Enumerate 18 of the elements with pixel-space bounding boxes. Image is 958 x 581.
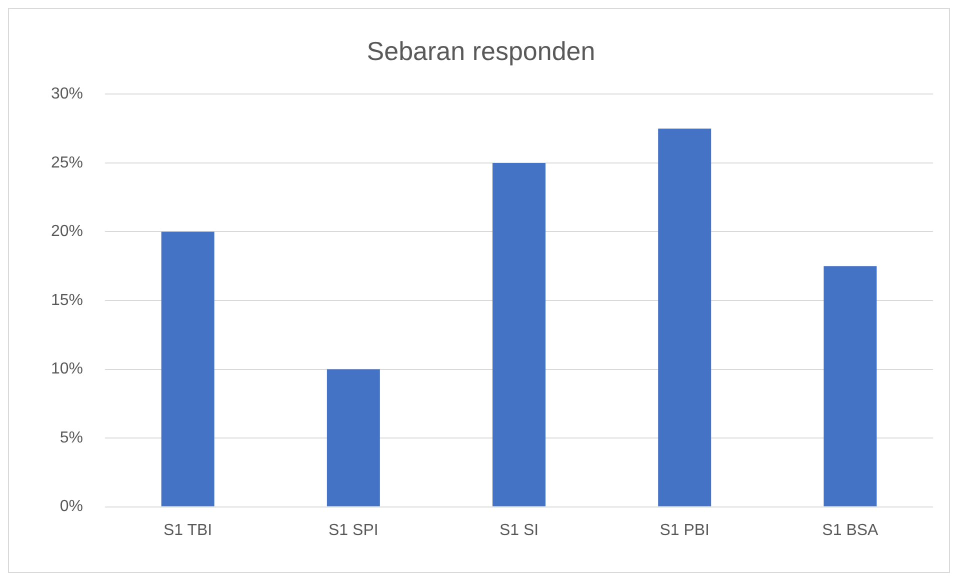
y-tick-label: 15%: [50, 292, 84, 309]
x-tick-label: S1 SPI: [328, 522, 378, 539]
chart-title: Sebaran responden: [366, 36, 596, 66]
y-tick-label: 10%: [50, 360, 84, 378]
y-tick-label: 25%: [50, 154, 84, 172]
y-tick-label: 20%: [50, 223, 84, 240]
bar: [326, 369, 380, 506]
y-tick-label: 0%: [60, 498, 84, 516]
y-tick-label: 30%: [50, 86, 84, 103]
x-tick-label: S1 SI: [499, 522, 539, 539]
x-tick-label: S1 BSA: [822, 522, 879, 539]
bar: [492, 162, 546, 506]
bar: [658, 128, 712, 506]
bar: [824, 266, 877, 506]
x-tick-label: S1 PBI: [660, 522, 710, 539]
bar: [161, 232, 214, 506]
x-tick-label: S1 TBI: [164, 522, 212, 539]
y-tick-label: 5%: [60, 429, 84, 446]
